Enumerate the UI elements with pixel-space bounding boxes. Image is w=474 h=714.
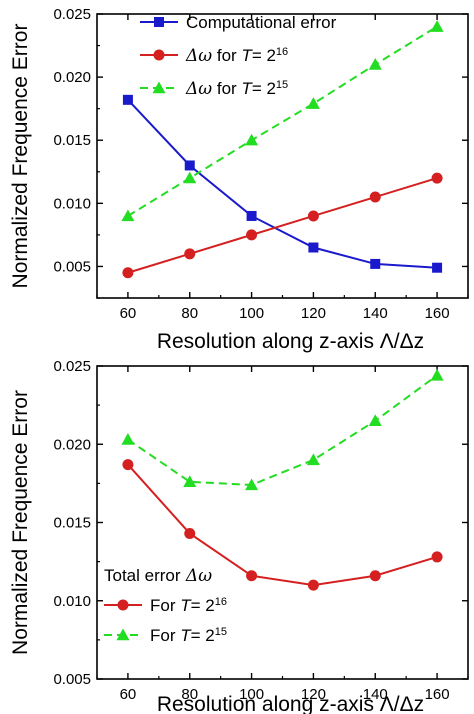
legend-marker (152, 81, 166, 94)
y-tick-label: 0.005 (53, 258, 91, 275)
x-tick-label: 100 (239, 686, 264, 703)
legend-marker (154, 17, 164, 27)
legend-entry-2: Δω for T= 216 (140, 46, 288, 66)
data-point (183, 171, 197, 184)
legend-entry-1: For T= 216 (104, 596, 227, 615)
y-tick-label: 0.015 (53, 132, 91, 149)
y-tick-label: 0.020 (53, 436, 91, 453)
legend-label: For T= 216 (150, 596, 227, 615)
data-point (121, 209, 135, 222)
x-tick-label: 120 (301, 305, 326, 322)
legend-title: Total error Δω (104, 566, 212, 586)
legend-marker (153, 49, 165, 61)
data-point (432, 262, 443, 273)
data-point (370, 258, 381, 269)
x-tick-label: 160 (425, 686, 450, 703)
data-point (430, 20, 444, 32)
data-point (122, 267, 134, 279)
x-axis-label: Resolution along z-axis Λ/Δz (157, 693, 424, 714)
legend-label: Δω for T= 215 (185, 79, 288, 99)
series-1 (122, 459, 443, 591)
data-point (246, 210, 257, 221)
x-tick-label: 160 (425, 305, 450, 322)
data-point (184, 160, 195, 171)
data-point (245, 478, 259, 491)
y-axis-label: Normalized Frequence Error (9, 390, 32, 655)
data-point (307, 210, 319, 222)
data-point (306, 453, 320, 466)
data-point (369, 570, 381, 582)
series-line (127, 374, 438, 486)
x-tick-label: 60 (120, 305, 137, 322)
data-point (184, 248, 196, 260)
series-3 (121, 20, 444, 222)
series-line (127, 177, 438, 274)
chart-panel-1: 60 80 100 120 140 160 0.005 0.010 0.015 0.020 0.02… (9, 6, 469, 353)
series-2 (122, 172, 443, 279)
data-point (308, 242, 319, 253)
y-tick-label: 0.015 (53, 515, 91, 532)
y-tick-label: 0.025 (53, 6, 91, 23)
x-tick-label: 80 (181, 686, 198, 703)
series-line (127, 463, 438, 587)
x-axis-label: Resolution along z-axis Λ/Δz (157, 330, 424, 353)
legend: Computational error Δω for T= 216 Δω for T… (140, 13, 337, 99)
x-tick-label: 60 (120, 686, 137, 703)
y-tick-label: 0.010 (53, 593, 91, 610)
series-line (127, 25, 438, 217)
data-point (122, 459, 134, 471)
data-point (306, 97, 320, 109)
data-point (307, 579, 319, 591)
y-axis-label: Normalized Frequence Error (9, 24, 32, 289)
data-point (369, 191, 381, 203)
legend-entry-3: Δω for T= 215 (140, 79, 288, 99)
y-tick-label: 0.005 (53, 671, 91, 688)
legend-entry-2: For T= 215 (104, 626, 227, 645)
series-line (127, 99, 438, 269)
data-point (246, 570, 258, 582)
data-point (121, 433, 135, 445)
data-point (431, 172, 443, 184)
x-tick-label: 140 (363, 305, 388, 322)
legend-label: For T= 215 (150, 626, 227, 645)
data-point (245, 133, 259, 146)
y-tick-label: 0.020 (53, 69, 91, 86)
chart-panel-2: 60 80 100 120 140 160 0.005 0.010 0.015 0.020 0.02… (9, 358, 469, 714)
data-point (122, 94, 133, 105)
data-point (368, 57, 382, 70)
series-1 (122, 94, 443, 273)
legend-label: Computational error (186, 13, 337, 32)
data-point (430, 368, 444, 381)
x-tick-label: 120 (301, 686, 326, 703)
data-point (246, 229, 258, 241)
legend-entry-1: Computational error (140, 13, 337, 32)
data-point (368, 414, 382, 426)
legend-marker (117, 599, 129, 611)
data-point (184, 527, 196, 539)
legend-label: Δω for T= 216 (185, 46, 288, 66)
y-tick-label: 0.010 (53, 195, 91, 212)
legend-marker (116, 628, 130, 641)
data-point (431, 551, 443, 563)
x-tick-label: 140 (363, 686, 388, 703)
data-point (183, 475, 197, 488)
series-2 (121, 368, 444, 491)
legend: Total error Δω For T= 216 For T= 215 (104, 566, 227, 645)
x-tick-label: 100 (239, 305, 264, 322)
x-tick-label: 80 (181, 305, 198, 322)
y-tick-label: 0.025 (53, 358, 91, 375)
